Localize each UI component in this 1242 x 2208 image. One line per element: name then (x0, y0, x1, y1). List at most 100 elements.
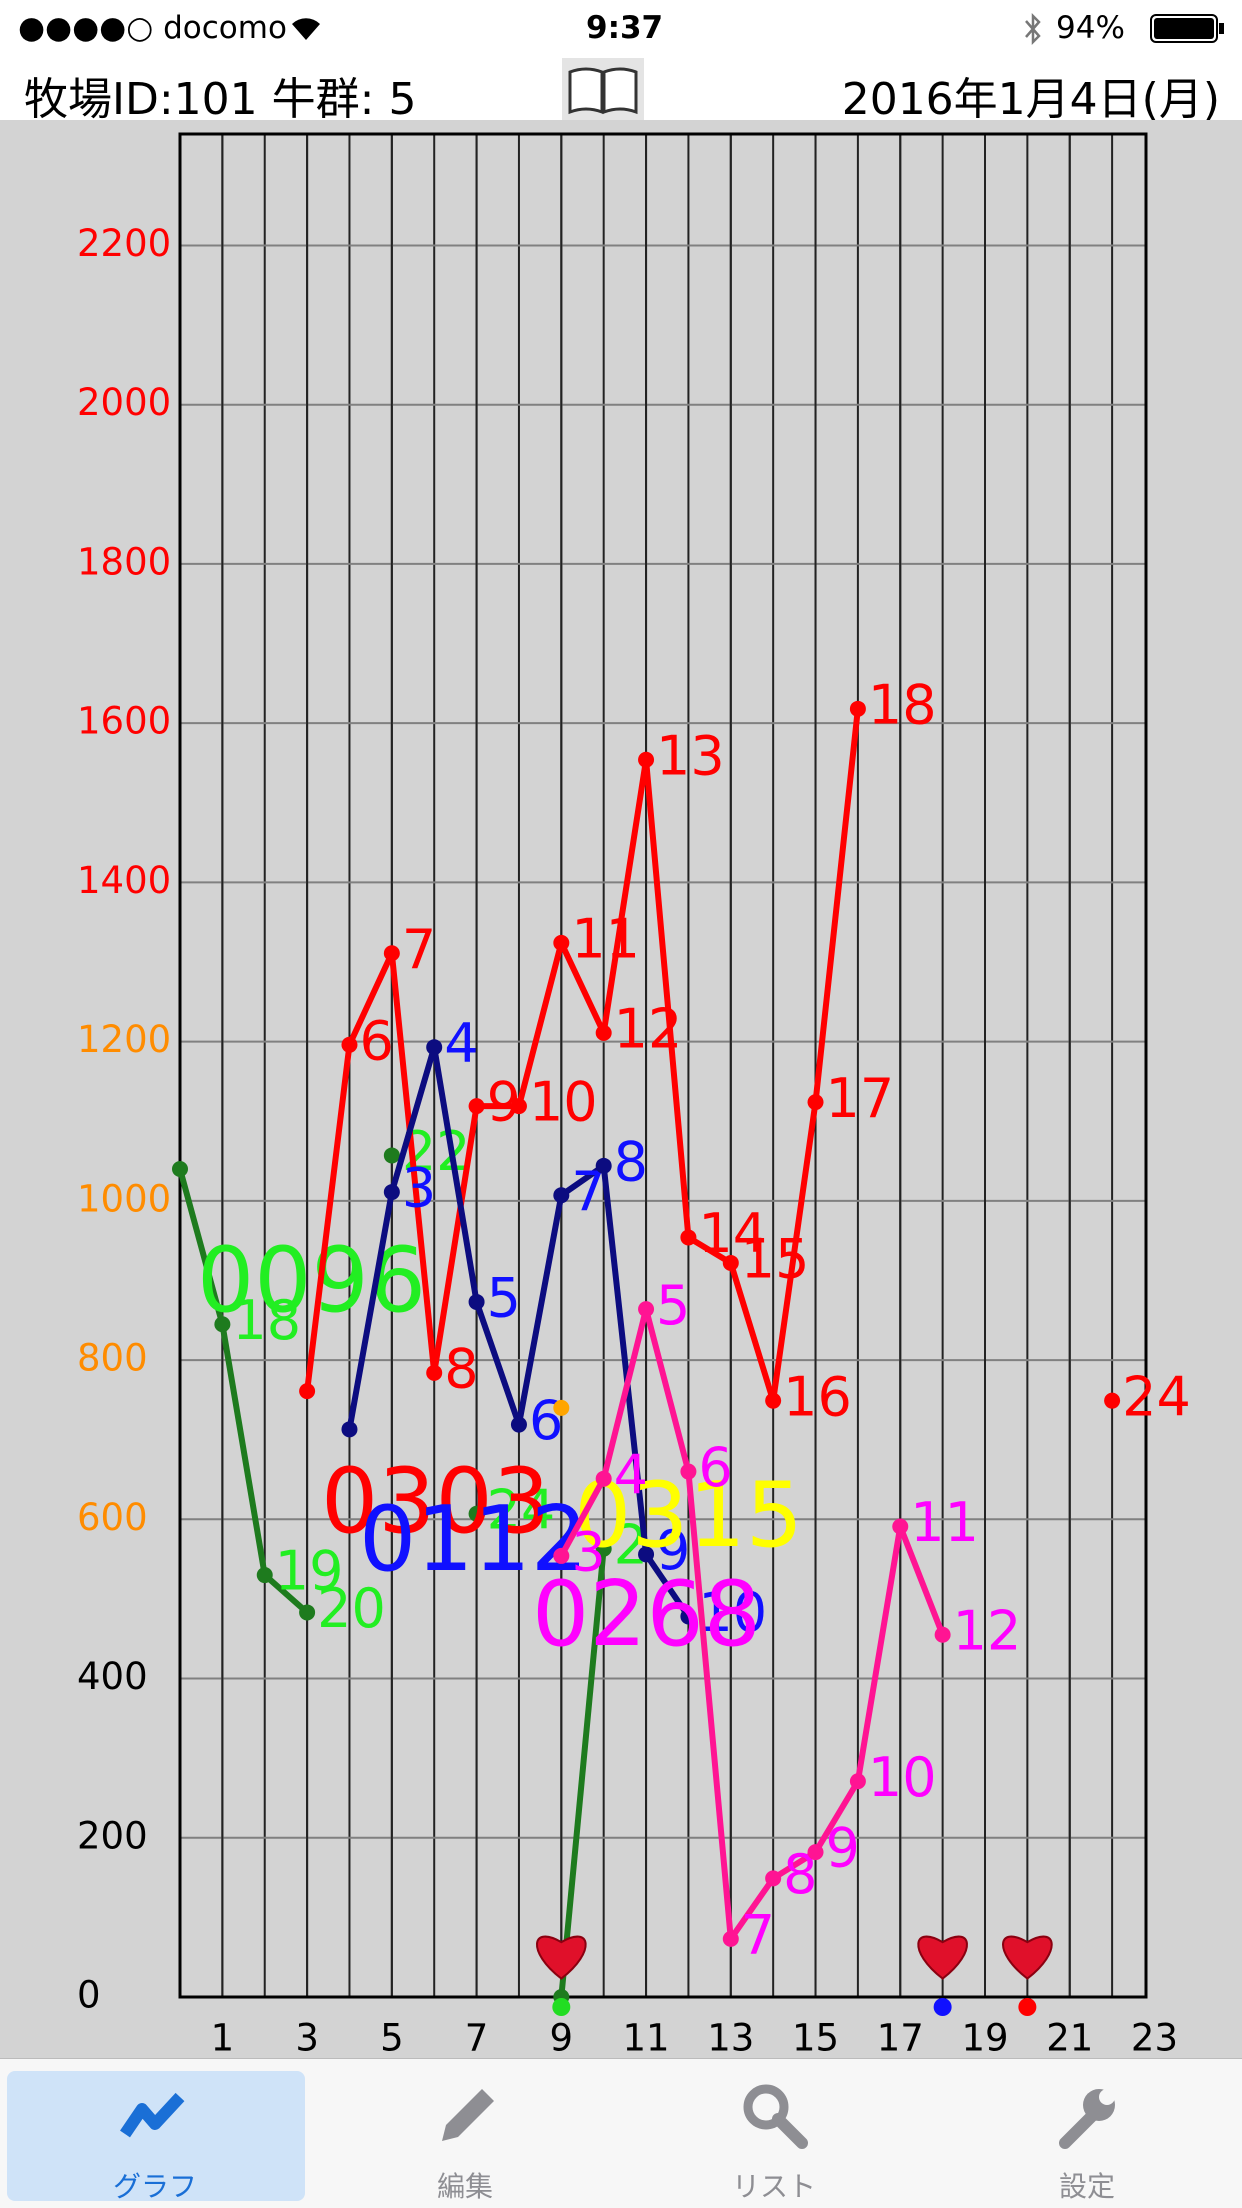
data-point (383, 1184, 400, 1201)
header: 牧場ID:101 牛群: 5 2016年1月4日(月) (0, 58, 1242, 125)
data-point (256, 1567, 273, 1584)
data-point (510, 1098, 527, 1115)
search-icon[interactable] (740, 2081, 810, 2151)
farm-title: 牧場ID:101 牛群: 5 (24, 74, 417, 125)
point-label: 5 (656, 1274, 690, 1337)
bluetooth-icon (1025, 12, 1041, 46)
settings-icon[interactable] (1053, 2081, 1123, 2151)
event-heart (1002, 1935, 1053, 1980)
point-label: 4 (444, 1012, 478, 1075)
tab-label[interactable]: グラフ (112, 2170, 197, 2203)
point-label: 9 (656, 1519, 690, 1582)
tab-bar: グラフ 編集 リスト 設定 (0, 2058, 1242, 2208)
point-label: 20 (317, 1577, 386, 1640)
series-name: 0303 (321, 1449, 550, 1554)
point-label: 4 (614, 1443, 648, 1506)
point-label: 7 (402, 918, 436, 981)
data-point (722, 1254, 739, 1271)
point-label: 24 (1122, 1365, 1191, 1428)
series-name: 0112 (359, 1487, 588, 1592)
data-point (680, 1608, 697, 1625)
book-button[interactable] (562, 58, 644, 120)
selected-tab-highlight (7, 2071, 305, 2201)
tab-label[interactable]: 編集 (436, 2170, 493, 2203)
event-dot (552, 1998, 571, 2016)
y-tick-label: 1800 (77, 540, 171, 583)
point-label: 10 (868, 1746, 937, 1809)
point-label: 8 (444, 1337, 478, 1400)
event-heart (917, 1935, 968, 1980)
data-point (553, 1187, 570, 1204)
x-tick-label: 17 (877, 2017, 924, 2059)
x-tick-label: 21 (1046, 2017, 1093, 2059)
point-label: 13 (656, 724, 725, 787)
x-tick-label: 3 (295, 2017, 319, 2059)
point-label: 6 (698, 1436, 732, 1499)
data-point (299, 1383, 316, 1400)
point-label: 3 (571, 1521, 605, 1584)
data-point (172, 1161, 188, 1177)
data-point (426, 1039, 443, 1056)
data-point (341, 1036, 358, 1053)
point-label: 19 (275, 1540, 344, 1603)
data-point (638, 751, 655, 768)
y-tick-label: 600 (77, 1496, 148, 1539)
point-label: 17 (826, 1067, 895, 1130)
y-tick-label: 400 (77, 1655, 148, 1698)
x-tick-label: 15 (792, 2017, 839, 2059)
series-line (304, 708, 861, 1404)
series-line (558, 1548, 607, 1998)
data-point (299, 1604, 316, 1621)
data-point (680, 1463, 697, 1480)
x-tick-label: 23 (1131, 2017, 1178, 2059)
point-label: 6 (529, 1389, 563, 1452)
data-point (341, 1421, 358, 1438)
data-point (553, 1547, 570, 1564)
data-point (638, 1546, 655, 1563)
data-point (426, 1364, 443, 1381)
data-point (765, 1870, 782, 1887)
clock: 9:37 (586, 10, 664, 46)
data-point (595, 1024, 612, 1041)
x-tick-label: 13 (707, 2017, 754, 2059)
data-point (468, 1505, 485, 1522)
tab-label[interactable]: 設定 (1058, 2170, 1115, 2203)
y-tick-label: 2000 (77, 381, 171, 424)
chart: 0 200 400 600 800 1000 1200 1400 1600 1800 2000 220… (0, 120, 1242, 2058)
data-point (722, 1930, 739, 1947)
edit-icon[interactable] (432, 2081, 502, 2151)
data-point (892, 1518, 909, 1535)
battery-icon (1150, 14, 1224, 43)
point-label: 16 (783, 1365, 852, 1428)
data-point (934, 1626, 951, 1643)
tab-label[interactable]: リスト (731, 2170, 816, 2203)
data-point (638, 1301, 655, 1318)
data-point (468, 1098, 485, 1115)
battery-level: 94% (1056, 10, 1125, 46)
graph-icon[interactable] (120, 2089, 190, 2149)
point-label: 10 (698, 1581, 767, 1644)
x-tick-label: 19 (961, 2017, 1008, 2059)
data-point (510, 1416, 527, 1433)
y-tick-label: 1600 (77, 700, 171, 743)
y-tick-label: 0 (77, 1974, 101, 2017)
plot-frame (178, 132, 1148, 1999)
data-point (680, 1229, 697, 1246)
data-point (595, 1157, 612, 1174)
point-label: 3 (402, 1157, 436, 1220)
data-point (383, 945, 400, 962)
event-heart (536, 1935, 587, 1980)
data-point (849, 1773, 866, 1790)
point-label: 11 (910, 1491, 979, 1554)
status-bar: ●●●●○ docomo 9:37 94% (0, 0, 1242, 58)
point-label: 8 (614, 1130, 648, 1193)
data-point (807, 1844, 824, 1861)
y-tick-label: 2200 (77, 222, 171, 265)
wifi-icon (292, 18, 320, 40)
date: 2016年1月4日(月) (841, 74, 1220, 125)
data-point (595, 1540, 612, 1557)
data-point (553, 1399, 570, 1416)
point-label: 12 (614, 997, 683, 1060)
point-label: 18 (232, 1289, 301, 1352)
